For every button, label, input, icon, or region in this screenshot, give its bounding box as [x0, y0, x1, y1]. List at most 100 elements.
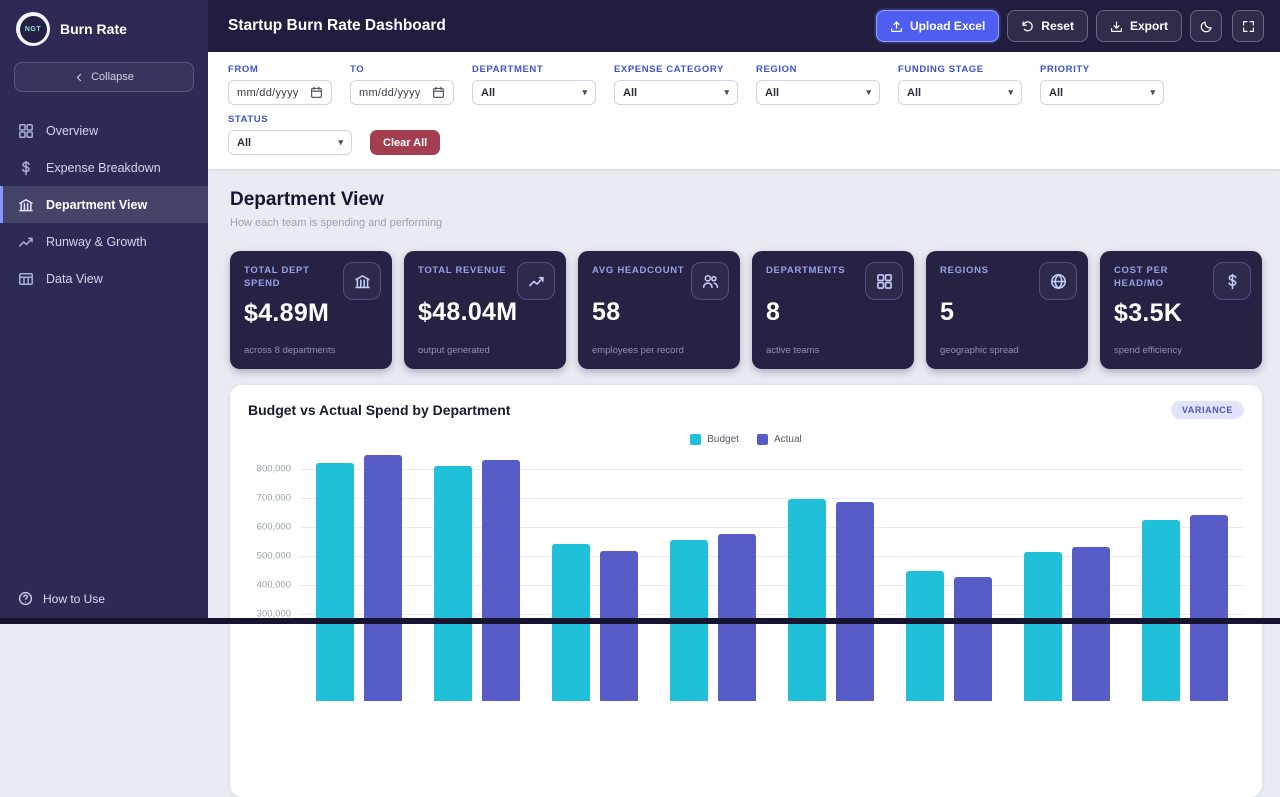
kpi-subtext: employees per record [592, 345, 684, 356]
kpi-subtext: geographic spread [940, 345, 1019, 356]
fullscreen-button[interactable] [1232, 10, 1264, 42]
y-axis-tick-label: 400,000 [256, 579, 291, 591]
kpi-icon-box [865, 262, 903, 300]
bar-actual-6[interactable] [954, 577, 992, 701]
kpi-icon-box [517, 262, 555, 300]
y-axis-tick-label: 700,000 [256, 492, 291, 504]
filter-label: FROM [228, 64, 259, 75]
expense-category-select[interactable]: All ▾ [614, 80, 738, 105]
kpi-subtext: across 8 departments [244, 345, 336, 356]
filter-department: DEPARTMENT All ▾ [472, 64, 596, 105]
legend-swatch [690, 433, 702, 445]
kpi-label: DEPARTMENTS [766, 265, 846, 276]
calendar-icon [310, 86, 323, 99]
bar-group-4 [654, 454, 772, 701]
bar-actual-1[interactable] [364, 455, 402, 701]
sidebar-item-how-to-use[interactable]: How to Use [18, 591, 190, 606]
plot [300, 454, 1244, 701]
chart-plot-area: 800,000 700,000 600,000 500,000 400,000 300,0… [248, 454, 1244, 701]
calendar-icon [432, 86, 445, 99]
kpi-label: TOTAL DEPT SPEND [244, 265, 310, 290]
bar-budget-6[interactable] [906, 571, 944, 701]
gridline [300, 555, 1244, 557]
collapse-button[interactable]: Collapse [14, 62, 194, 92]
section-subtitle: How each team is spending and performing [230, 217, 443, 229]
kpi-icon-box [343, 262, 381, 300]
bar-actual-8[interactable] [1190, 515, 1228, 701]
funding-stage-select[interactable]: All ▾ [898, 80, 1022, 105]
kpi-card-departments: DEPARTMENTS 8 active teams [752, 251, 914, 369]
kpi-card-cost-per-head-mo: COST PER HEAD/MO $3.5K spend efficiency [1100, 251, 1262, 369]
upload-excel-button[interactable]: Upload Excel [875, 10, 1000, 42]
bank-icon [354, 273, 371, 290]
bar-group-6 [890, 454, 1008, 701]
to-date-input[interactable]: mm/dd/yyyy [350, 80, 454, 105]
kpi-label: COST PER HEAD/MO [1114, 265, 1169, 290]
clear-all-button[interactable]: Clear All [370, 130, 441, 155]
from-date-input[interactable]: mm/dd/yyyy [228, 80, 332, 105]
region-select[interactable]: All ▾ [756, 80, 880, 105]
sidebar-item-department-view[interactable]: Department View [0, 186, 208, 223]
reset-button[interactable]: Reset [1007, 10, 1088, 42]
priority-select[interactable]: All ▾ [1040, 80, 1164, 105]
kpi-subtext: active teams [766, 345, 820, 356]
sidebar-item-label: Department View [46, 197, 148, 212]
chart-header: Budget vs Actual Spend by Department VAR… [248, 401, 1244, 419]
app-title: Startup Burn Rate Dashboard [228, 17, 446, 34]
sidebar-item-expense-breakdown[interactable]: Expense Breakdown [0, 149, 208, 186]
chevron-left-icon [74, 72, 85, 83]
filter-label: DEPARTMENT [472, 64, 544, 75]
bar-budget-5[interactable] [788, 499, 826, 701]
kpi-icon-box [691, 262, 729, 300]
filter-label: PRIORITY [1040, 64, 1090, 75]
kpi-value: 5 [940, 298, 955, 326]
department-select[interactable]: All ▾ [472, 80, 596, 105]
sidebar-item-runway-growth[interactable]: Runway & Growth [0, 223, 208, 260]
kpi-label: REGIONS [940, 265, 989, 276]
reset-icon [1021, 20, 1034, 33]
kpi-subtext: spend efficiency [1114, 345, 1182, 356]
brand-logo-text: NGT [19, 15, 47, 43]
y-axis-tick-label: 300,000 [256, 608, 291, 620]
legend-item-actual[interactable]: Actual [756, 433, 802, 445]
gridline [300, 497, 1244, 499]
filter-row-2: STATUS All ▾ Clear All [228, 114, 1260, 155]
theme-toggle-button[interactable] [1190, 10, 1222, 42]
filter-label: REGION [756, 64, 798, 75]
kpi-value: $3.5K [1114, 298, 1183, 327]
trend-icon [528, 273, 545, 290]
variance-badge: VARIANCE [1170, 401, 1244, 419]
bar-actual-2[interactable] [482, 459, 520, 701]
export-button[interactable]: Export [1095, 10, 1182, 42]
gridline [300, 584, 1244, 586]
bar-actual-5[interactable] [836, 502, 874, 701]
chart-card: Budget vs Actual Spend by Department VAR… [230, 385, 1262, 797]
brand-logo-icon: NGT [16, 12, 50, 46]
date-placeholder: mm/dd/yyyy [359, 86, 421, 99]
legend-label: Actual [773, 433, 802, 445]
bar-actual-3[interactable] [600, 550, 638, 701]
kpi-card-regions: REGIONS 5 geographic spread [926, 251, 1088, 369]
filter-row-1: FROM mm/dd/yyyy TO mm/dd/yyyy DEPARTMENT All ▾… [228, 64, 1260, 105]
sidebar-item-data-view[interactable]: Data View [0, 260, 208, 297]
filter-bar: FROM mm/dd/yyyy TO mm/dd/yyyy DEPARTMENT All ▾… [208, 52, 1280, 169]
sidebar-item-overview[interactable]: Overview [0, 112, 208, 149]
brand: NGT Burn Rate [0, 0, 208, 54]
bar-budget-7[interactable] [1024, 551, 1062, 701]
moon-icon [1200, 20, 1213, 33]
select-value: All [765, 86, 780, 99]
bar-budget-2[interactable] [434, 465, 472, 701]
filter-priority: PRIORITY All ▾ [1040, 64, 1164, 105]
y-axis-tick-label: 600,000 [256, 521, 291, 533]
sidebar-footer: How to Use [0, 591, 208, 624]
kpi-card-total-dept-spend: TOTAL DEPT SPEND $4.89M across 8 departmen… [230, 251, 392, 369]
legend-item-budget[interactable]: Budget [690, 433, 739, 445]
status-select[interactable]: All ▾ [228, 130, 352, 155]
legend-label: Budget [707, 433, 739, 445]
select-value: All [237, 136, 252, 149]
bank-icon [18, 197, 34, 213]
bar-budget-8[interactable] [1142, 520, 1180, 701]
kpi-card-avg-headcount: AVG HEADCOUNT 58 employees per record [578, 251, 740, 369]
bar-budget-1[interactable] [316, 462, 354, 701]
